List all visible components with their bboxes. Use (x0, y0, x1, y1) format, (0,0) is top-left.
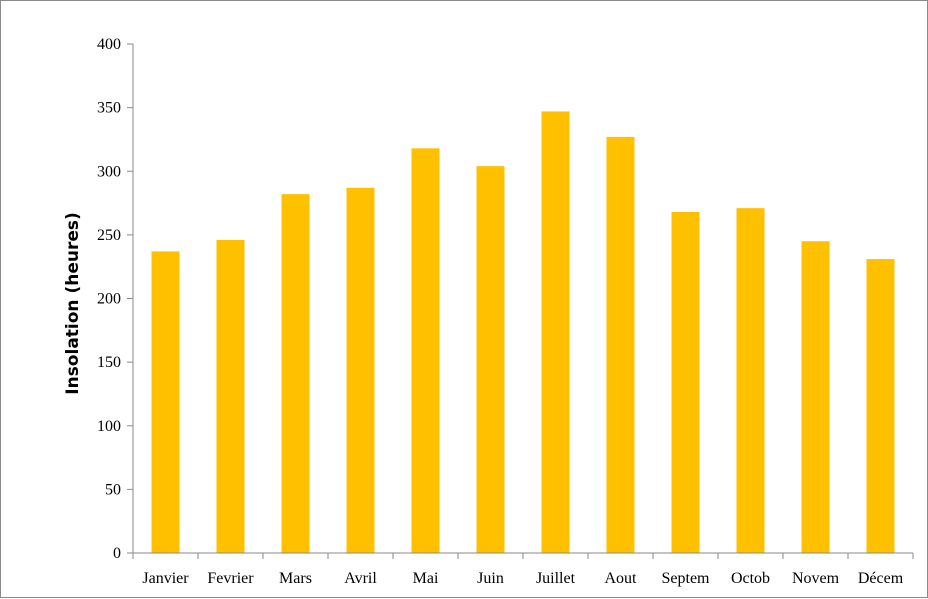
bar-mars (281, 194, 310, 553)
y-tick-label: 300 (97, 163, 121, 180)
x-tick-label: Avril (344, 570, 377, 587)
bar-novem (801, 241, 830, 554)
bar-mai (411, 148, 440, 553)
x-tick-label: Juin (477, 570, 504, 587)
x-tick-label: Novem (792, 570, 840, 587)
bars-layer (151, 111, 895, 554)
x-tick-label: Septem (662, 570, 711, 587)
bar-juin (476, 166, 505, 553)
bar-juillet (541, 111, 570, 553)
y-tick-label: 200 (97, 291, 121, 308)
x-tick-label: Fevrier (207, 570, 254, 587)
bar-octob (736, 208, 765, 553)
x-tick-label: Mars (279, 570, 312, 587)
x-tick-layer: Janvier Fevrier Mars Avril Mai Juin Juillet Aou… (132, 553, 914, 587)
bar-décem (866, 259, 895, 553)
x-tick-label: Juillet (536, 570, 576, 587)
axes-layer (132, 44, 913, 554)
y-tick-label: 50 (105, 481, 121, 498)
x-tick-label: Octob (731, 570, 770, 587)
y-tick-label: 0 (113, 545, 121, 562)
y-tick-layer: 0 50 100 150 200 250 300 350 400 (97, 36, 133, 562)
x-tick-label: Mai (413, 570, 439, 587)
bar-avril (346, 187, 375, 554)
y-tick-label: 350 (97, 100, 121, 117)
x-tick-label: Aout (605, 570, 638, 587)
bar-septem (671, 211, 700, 553)
x-tick-label: Janvier (142, 570, 189, 587)
y-axis-title: Insolation (heures) (63, 212, 83, 394)
bar-fevrier (216, 239, 245, 553)
y-tick-label: 250 (97, 227, 121, 244)
x-tick-label: Décem (858, 570, 904, 587)
y-tick-label: 100 (97, 418, 121, 435)
y-tick-label: 400 (97, 36, 121, 53)
bar-aout (606, 136, 635, 553)
bar-janvier (151, 251, 180, 554)
y-tick-label: 150 (97, 354, 121, 371)
